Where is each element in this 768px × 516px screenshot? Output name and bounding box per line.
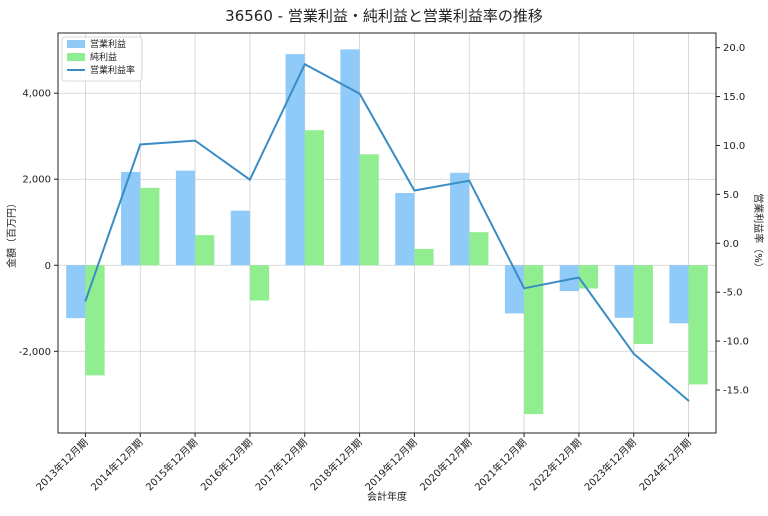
net-profit-bar — [359, 154, 379, 266]
legend-swatch — [67, 53, 85, 61]
operating-margin-point — [413, 189, 416, 192]
x-tick-label: 2013年12月期 — [33, 436, 90, 493]
net-profit-bar — [688, 265, 708, 385]
x-tick-label: 2017年12月期 — [252, 436, 309, 493]
x-tick-label: 2023年12月期 — [581, 436, 638, 493]
operating-profit-bar — [559, 265, 579, 292]
legend-label: 純利益 — [90, 51, 117, 63]
x-tick-label: 2021年12月期 — [472, 436, 529, 493]
operating-profit-bar — [450, 172, 470, 266]
operating-profit-bar — [669, 265, 689, 324]
left-tick-label: -2,000 — [19, 347, 51, 358]
bars — [66, 49, 708, 415]
left-tick-label: 0 — [45, 261, 51, 272]
legend-label: 営業利益 — [90, 38, 126, 50]
net-profit-bar — [524, 265, 544, 415]
x-tick-label: 2024年12月期 — [636, 436, 693, 493]
x-tick-label: 2018年12月期 — [307, 436, 364, 493]
net-profit-bar — [578, 265, 599, 289]
x-axis: 2013年12月期2014年12月期2015年12月期2016年12月期2017… — [33, 433, 694, 493]
operating-margin-point — [303, 63, 306, 66]
right-tick-label: 20.0 — [723, 43, 745, 54]
legend-label: 営業利益率 — [90, 64, 135, 76]
net-profit-bar — [85, 265, 105, 376]
net-profit-bar — [633, 265, 653, 344]
operating-margin-point — [687, 399, 690, 402]
x-tick-label: 2014年12月期 — [88, 436, 145, 493]
operating-margin-line — [84, 62, 690, 402]
right-tick-label: -5.0 — [723, 288, 743, 299]
operating-profit-bar — [504, 265, 525, 314]
right-axis: -15.0 -10.0 -5.0 0.0 5.0 10.0 15.0 20.0 — [716, 43, 749, 396]
operating-profit-bar — [285, 54, 305, 266]
operating-profit-bar — [175, 170, 196, 266]
operating-margin-point — [84, 300, 87, 302]
x-tick-label: 2016年12月期 — [198, 436, 255, 493]
operating-margin-point — [139, 143, 142, 146]
left-tick-label: 2,000 — [22, 175, 51, 186]
operating-margin-point — [194, 139, 196, 142]
left-tick-label: 4,000 — [22, 89, 51, 100]
right-tick-label: 5.0 — [723, 190, 739, 201]
margin-line — [84, 62, 690, 402]
plot-frame — [57, 32, 717, 434]
net-profit-bar — [469, 232, 489, 266]
net-profit-bar — [195, 235, 215, 266]
operating-profit-bar — [614, 265, 634, 318]
x-tick-label: 2015年12月期 — [143, 436, 200, 493]
operating-margin-point — [632, 352, 635, 355]
operating-margin-point — [358, 92, 361, 95]
left-axis-label: 金額（百万円） — [5, 198, 18, 268]
net-profit-bar — [414, 248, 434, 266]
net-profit-bar — [249, 265, 270, 301]
operating-profit-bar — [230, 210, 250, 266]
right-tick-label: -15.0 — [723, 385, 749, 396]
operating-profit-bar — [340, 49, 360, 266]
operating-margin-point — [468, 179, 471, 182]
right-tick-label: -10.0 — [723, 337, 749, 348]
operating-margin-point — [523, 287, 525, 290]
operating-profit-bar — [121, 171, 141, 266]
operating-margin-point — [249, 178, 251, 181]
operating-margin-point — [578, 276, 580, 279]
right-tick-label: 15.0 — [723, 92, 745, 103]
x-tick-label: 2020年12月期 — [417, 436, 474, 493]
operating-profit-bar — [66, 265, 86, 319]
right-tick-label: 0.0 — [723, 239, 739, 250]
operating-profit-bar — [395, 193, 415, 266]
chart-title: 36560 - 営業利益・純利益と営業利益率の推移 — [225, 7, 543, 25]
x-tick-label: 2022年12月期 — [527, 436, 584, 493]
right-axis-label: 営業利益率（%） — [752, 193, 765, 273]
x-tick-label: 2019年12月期 — [362, 436, 419, 493]
legend-swatch — [67, 40, 85, 48]
right-tick-label: 10.0 — [723, 141, 745, 152]
x-axis-label: 会計年度 — [367, 490, 407, 503]
left-axis: -2,000 0 2,000 4,000 — [19, 89, 58, 358]
net-profit-bar — [304, 130, 324, 266]
net-profit-bar — [140, 187, 160, 266]
